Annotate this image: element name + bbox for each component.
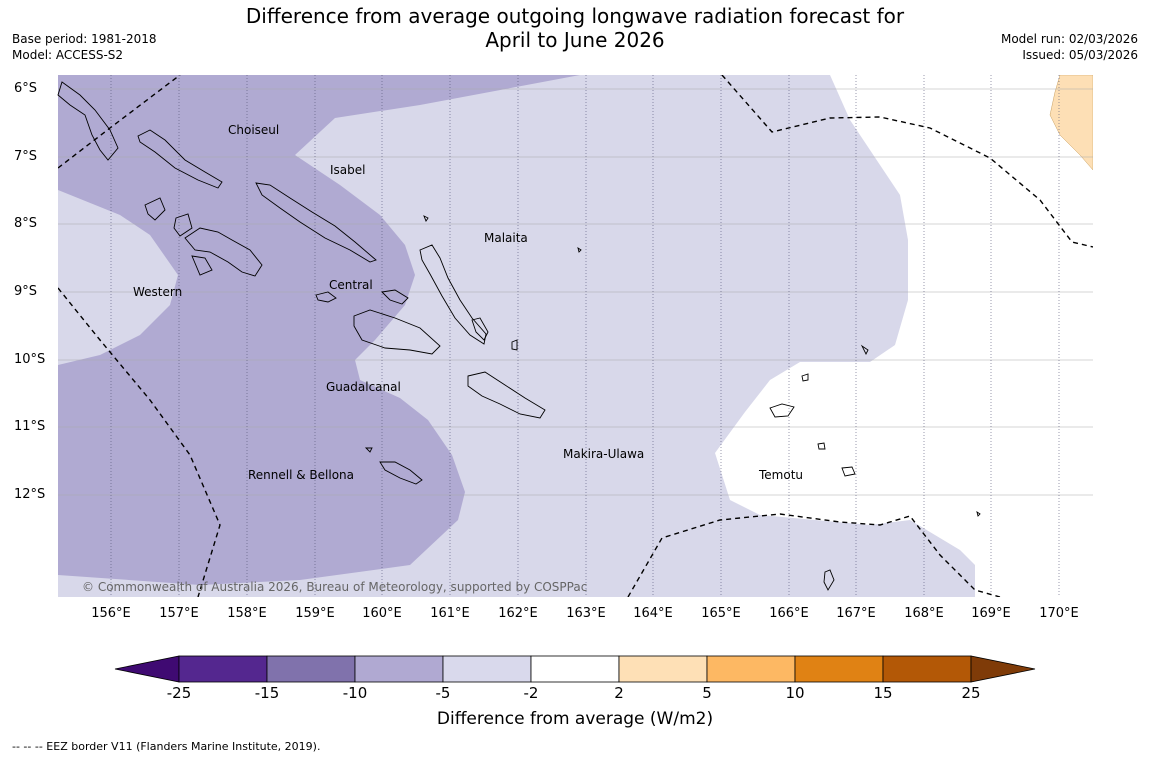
lon-label: 159°E	[295, 606, 335, 621]
lon-label: 162°E	[498, 606, 538, 621]
lat-label: 8°S	[14, 216, 38, 231]
lon-label: 164°E	[633, 606, 673, 621]
colorbar	[114, 655, 1036, 683]
model-name: Model: ACCESS-S2	[12, 48, 124, 62]
colorbar-label: Difference from average (W/m2)	[436, 709, 714, 729]
colorbar-segment	[442, 655, 532, 683]
latitude-gridlines	[58, 88, 1093, 496]
coastlines	[57, 81, 981, 591]
anuta-speck	[976, 510, 981, 517]
colorbar-segment	[178, 655, 268, 683]
title-line-1: Difference from average outgoing longwav…	[245, 4, 905, 28]
colorbar-tick: 2	[614, 684, 624, 702]
region-label-makira-ulawa: Makira-Ulawa	[563, 447, 645, 461]
colorbar-tick: 15	[873, 684, 893, 702]
new-georgia-islands	[144, 197, 263, 277]
colorbar-extend-min	[114, 655, 180, 683]
colorbar-segment	[794, 655, 884, 683]
negative-anomaly-area	[58, 75, 580, 585]
region-label-malaita: Malaita	[484, 231, 528, 245]
meta-right: Model run: 02/03/2026 Issued: 05/03/2026	[1001, 31, 1138, 63]
region-label-central: Central	[329, 278, 373, 292]
colorbar-segment	[618, 655, 708, 683]
lon-label: 170°E	[1039, 606, 1079, 621]
ulawa-island	[511, 339, 518, 351]
base-period: Base period: 1981-2018	[12, 32, 157, 46]
small-malaita-island	[471, 317, 489, 341]
isabel-island	[255, 182, 377, 263]
colorbar-extend-max	[970, 655, 1036, 683]
choiseul-island	[137, 129, 223, 189]
region-label-isabel: Isabel	[330, 163, 366, 177]
sikaiana-atoll	[577, 246, 582, 253]
lon-label: 168°E	[904, 606, 944, 621]
issued-date: Issued: 05/03/2026	[1022, 48, 1138, 62]
lon-label: 163°E	[566, 606, 606, 621]
lat-label: 6°S	[14, 81, 38, 96]
region-label-choiseul: Choiseul	[228, 123, 280, 137]
bellona-island	[364, 447, 373, 453]
lon-label: 165°E	[701, 606, 741, 621]
colorbar-tick: -10	[342, 684, 368, 702]
region-label-rennell-bellona: Rennell & Bellona	[248, 468, 355, 482]
region-label-western: Western	[133, 285, 183, 299]
colorbar-tick: -5	[435, 684, 451, 702]
utupua-island	[817, 442, 826, 450]
colorbar-tick: -15	[254, 684, 280, 702]
makira-island	[467, 371, 546, 419]
colorbar-tick: 5	[702, 684, 712, 702]
lat-label: 12°S	[14, 487, 46, 502]
lon-label: 157°E	[159, 606, 199, 621]
region-label-temotu: Temotu	[759, 468, 804, 482]
lon-label: 158°E	[227, 606, 267, 621]
guadalcanal-island	[353, 309, 441, 355]
vanikoro-island	[841, 466, 856, 477]
russell-islands	[315, 291, 337, 303]
lon-label: 169°E	[971, 606, 1011, 621]
eez-legend-note: -- -- -- EEZ border V11 (Flanders Marine…	[12, 740, 321, 753]
colorbar-tick: 10	[785, 684, 805, 702]
lat-label: 11°S	[14, 419, 46, 434]
rennell-island	[379, 461, 423, 485]
bougainville-island	[57, 81, 119, 161]
lat-label: 10°S	[14, 352, 46, 367]
ontong-java-speck	[423, 215, 429, 222]
lon-label: 167°E	[836, 606, 876, 621]
lat-label: 7°S	[14, 149, 38, 164]
colorbar-segment	[530, 655, 620, 683]
colorbar-tick: 25	[961, 684, 981, 702]
model-run: Model run: 02/03/2026	[1000, 32, 1138, 46]
map-title: Difference from average outgoing longwav…	[0, 4, 1150, 52]
lat-label: 9°S	[14, 284, 38, 299]
eez-border	[58, 75, 1093, 597]
santa-cruz-island	[769, 403, 795, 418]
positive-anomaly-area	[1049, 75, 1093, 171]
tikopia-island	[823, 569, 835, 591]
colorbar-tick: -2	[523, 684, 539, 702]
florida-islands	[381, 289, 409, 305]
lon-label: 160°E	[362, 606, 402, 621]
colorbar-segment	[266, 655, 356, 683]
colorbar-segment	[882, 655, 972, 683]
region-label-guadalcanal: Guadalcanal	[326, 380, 401, 394]
duff-islands	[860, 344, 869, 356]
longitude-gridlines	[110, 75, 1060, 597]
colorbar-segment	[706, 655, 796, 683]
meta-left: Base period: 1981-2018 Model: ACCESS-S2	[12, 31, 157, 63]
colorbar-segment	[354, 655, 444, 683]
title-line-2: April to June 2026	[485, 28, 665, 52]
reef-islands	[801, 373, 809, 382]
copyright-notice: © Commonwealth of Australia 2026, Bureau…	[82, 580, 588, 594]
lon-label: 161°E	[430, 606, 470, 621]
lon-label: 156°E	[91, 606, 131, 621]
lon-label: 166°E	[769, 606, 809, 621]
colorbar-tick: -25	[166, 684, 192, 702]
